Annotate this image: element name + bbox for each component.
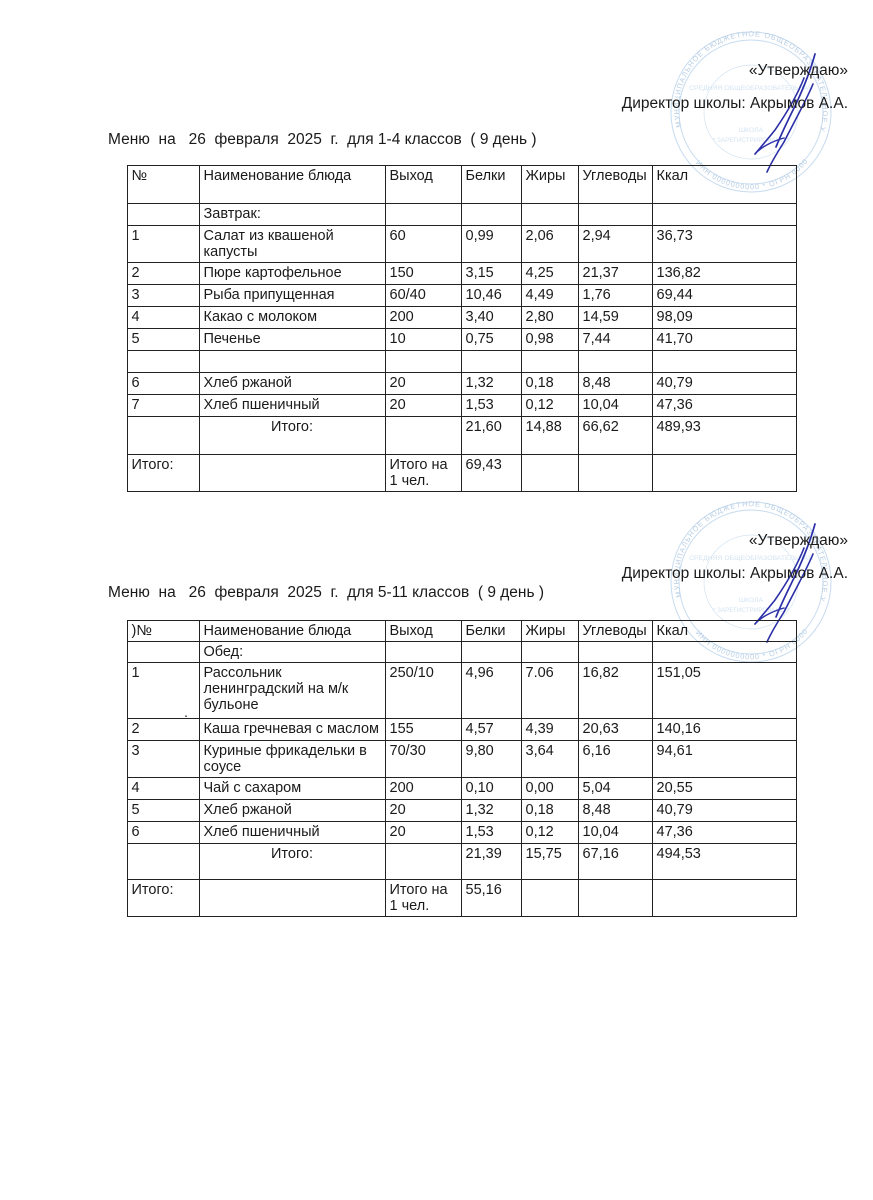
svg-text:ШКОЛА: ШКОЛА — [739, 127, 764, 134]
svg-text:ШКОЛА: ШКОЛА — [739, 597, 764, 604]
